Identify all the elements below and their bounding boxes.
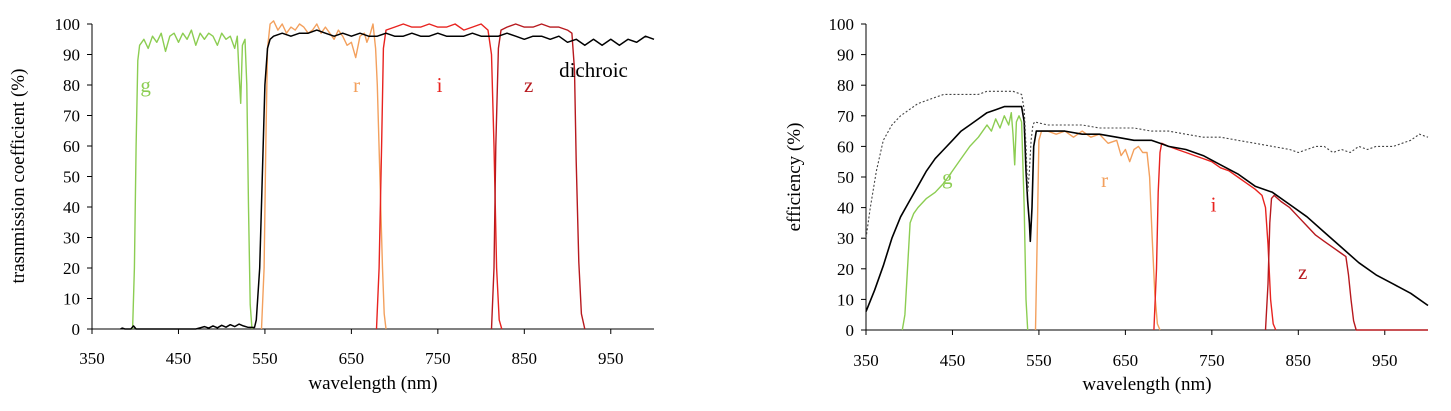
- annotation-g: g: [140, 73, 151, 97]
- series-line-i: [1153, 142, 1277, 331]
- y-axis-label: efficiency (%): [784, 123, 805, 232]
- series-line-z: [490, 23, 586, 330]
- x-tick-label: 650: [1113, 351, 1139, 370]
- series-line-i: [375, 23, 503, 330]
- x-tick-label: 550: [252, 349, 278, 368]
- efficiency-chart: 0 10 20 30 40 50 60 70 80 90 100 350 450 550 650 750 850…: [784, 15, 1429, 395]
- y-tick-label: 50: [837, 168, 854, 187]
- y-tick-label: 10: [63, 290, 80, 309]
- y-tick-label: 60: [837, 137, 854, 156]
- y-tick-label: 50: [63, 168, 80, 187]
- y-tick-label: 60: [63, 137, 80, 156]
- y-tick-label: 80: [837, 76, 854, 95]
- annotation-r: r: [1101, 168, 1108, 192]
- x-tick-label: 350: [853, 351, 879, 370]
- x-tick-label: 550: [1026, 351, 1052, 370]
- series-line-r: [1034, 130, 1161, 331]
- y-tick-label: 0: [72, 320, 81, 339]
- series-line-g: [131, 29, 253, 330]
- x-tick-label: 750: [425, 349, 451, 368]
- annotation-dichroic: dichroic: [559, 58, 628, 82]
- y-tick-label: 20: [837, 260, 854, 279]
- annotation-g: g: [942, 165, 953, 189]
- y-axis-label: trasnmission coefficient (%): [8, 69, 29, 284]
- y-tick-label: 10: [837, 290, 854, 309]
- x-tick-label: 450: [166, 349, 192, 368]
- y-tick-label: 30: [63, 229, 80, 248]
- x-tick-label: 450: [940, 351, 966, 370]
- x-tick-label: 650: [339, 349, 365, 368]
- series-line-r: [260, 20, 387, 330]
- x-axis-label: wavelength (nm): [308, 373, 437, 394]
- y-tick-label: 90: [63, 46, 80, 65]
- annotation-r: r: [353, 73, 360, 97]
- y-tick-label: 90: [837, 46, 854, 65]
- series-line-total: [865, 105, 1429, 312]
- y-tick-label: 40: [63, 198, 80, 217]
- annotation-i: i: [1211, 193, 1217, 217]
- y-tick-label: 100: [829, 15, 855, 34]
- y-tick-label: 20: [63, 259, 80, 278]
- series-line-z: [1264, 194, 1428, 331]
- y-tick-label: 80: [63, 76, 80, 95]
- y-tick-label: 70: [837, 107, 854, 126]
- x-tick-label: 850: [512, 349, 538, 368]
- x-tick-label: 950: [1372, 351, 1398, 370]
- series-line-g: [901, 112, 1029, 331]
- x-tick-label: 350: [79, 349, 105, 368]
- x-tick-label: 850: [1286, 351, 1312, 370]
- annotation-z: z: [1298, 260, 1307, 284]
- x-axis-label: wavelength (nm): [1082, 374, 1211, 395]
- x-tick-label: 750: [1199, 351, 1225, 370]
- transmission-chart: 0 10 20 30 40 50 60 70 80 90 100 350 450 550 650 750 850…: [8, 15, 655, 394]
- series-line-dichroic: [120, 29, 655, 330]
- series-line-dotted: [865, 90, 1429, 239]
- y-tick-label: 100: [55, 15, 81, 34]
- y-tick-label: 0: [846, 321, 855, 340]
- y-tick-label: 40: [837, 199, 854, 218]
- x-tick-label: 950: [598, 349, 624, 368]
- y-tick-label: 30: [837, 229, 854, 248]
- y-tick-label: 70: [63, 107, 80, 126]
- annotation-z: z: [524, 73, 533, 97]
- annotation-i: i: [437, 73, 443, 97]
